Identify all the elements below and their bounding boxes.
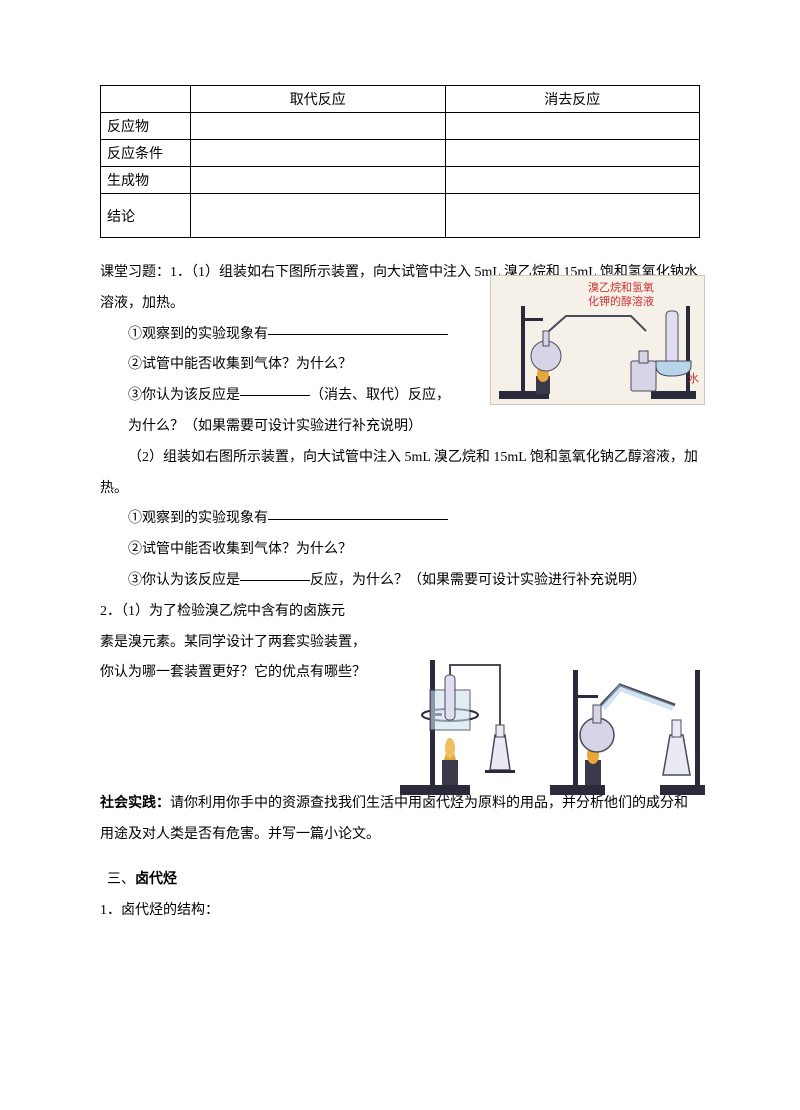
table-row-product: 生成物	[101, 167, 191, 194]
section3: 三、三、卤代烃卤代烃 1．卤代烃的结构：	[100, 865, 700, 927]
apparatus-diagram-3	[545, 640, 710, 800]
blank-line	[240, 395, 310, 396]
section3-sub1: 1．卤代烃的结构：	[100, 896, 700, 927]
table-header-elimination: 消去反应	[445, 86, 700, 113]
table-cell	[191, 167, 446, 194]
diagram1-label: 溴乙烷和氢氧 化钾的醇溶液	[588, 281, 654, 310]
table-cell	[445, 167, 700, 194]
table-cell	[445, 113, 700, 140]
q2-line3: 你认为哪一套装置更好？它的优点有哪些？	[100, 658, 380, 689]
q2-line1: 2．（1）为了检验溴乙烷中含有的卤族元	[100, 597, 380, 628]
table-cell	[191, 113, 446, 140]
table-row-conclusion: 结论	[101, 194, 191, 238]
blank-line	[268, 334, 448, 335]
exercise-q2-1: ①观察到的实验现象有	[100, 504, 700, 535]
exercise-q2-3: ③你认为该反应是反应，为什么？（如果需要可设计实验进行补充说明）	[100, 566, 700, 597]
table-row-reactant: 反应物	[101, 113, 191, 140]
table-cell	[445, 140, 700, 167]
diagram1-water-label: 水	[688, 370, 699, 386]
exercise-q2-2: ②试管中能否收集到气体？为什么？	[100, 535, 700, 566]
q2-line2: 素是溴元素。某同学设计了两套实验装置，	[100, 628, 380, 659]
table-cell	[191, 194, 446, 238]
table-header-substitution: 取代反应	[191, 86, 446, 113]
section3-title: 三、三、卤代烃卤代烃	[100, 865, 700, 896]
exercise-part2-intro: （2）组装如右图所示装置，向大试管中注入 5mL 溴乙烷和 15mL 饱和氢氧化…	[100, 443, 700, 505]
table-row-condition: 反应条件	[101, 140, 191, 167]
blank-line	[240, 580, 310, 581]
blank-line	[268, 519, 448, 520]
comparison-table: 取代反应 消去反应 反应物 反应条件 生成物 结论	[100, 85, 700, 238]
table-header-blank	[101, 86, 191, 113]
apparatus-diagram-2	[390, 640, 530, 800]
table-cell	[191, 140, 446, 167]
exercise-q1-3c: 为什么？（如果需要可设计实验进行补充说明）	[100, 412, 700, 443]
table-cell	[445, 194, 700, 238]
apparatus-diagram-1: 溴乙烷和氢氧 化钾的醇溶液 水	[490, 275, 705, 405]
question2-section: 2．（1）为了检验溴乙烷中含有的卤族元 素是溴元素。某同学设计了两套实验装置， …	[100, 597, 380, 689]
